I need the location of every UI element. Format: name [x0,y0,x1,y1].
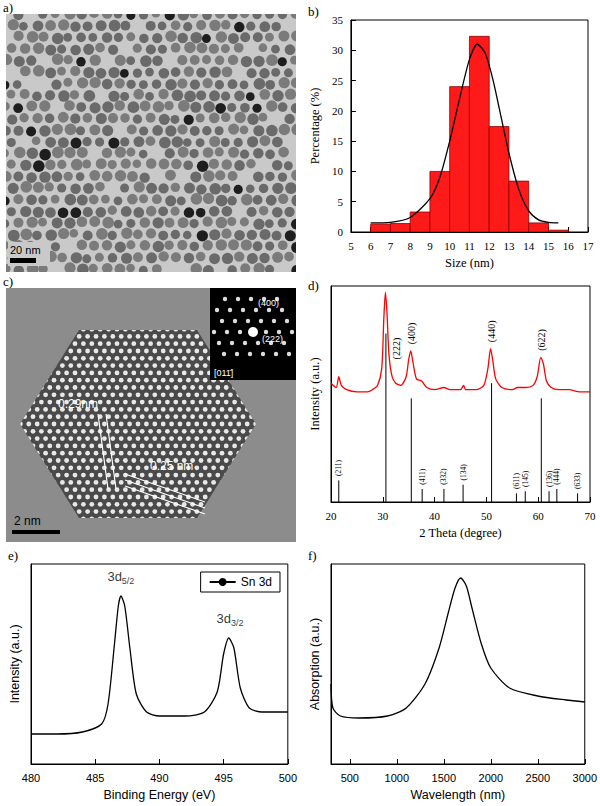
svg-text:17: 17 [583,240,595,252]
svg-text:0.25 nm: 0.25 nm [150,459,193,473]
svg-text:5/2: 5/2 [122,576,135,586]
svg-text:Binding Energy (eV): Binding Energy (eV) [103,788,215,802]
svg-text:Intensity (a.u.): Intensity (a.u.) [8,624,22,703]
svg-text:Size (nm): Size (nm) [445,256,494,270]
svg-text:11: 11 [464,240,475,252]
svg-text:3d: 3d [107,569,121,584]
svg-text:f): f) [308,548,317,563]
svg-text:20: 20 [332,105,344,117]
svg-text:(211): (211) [334,460,343,476]
svg-text:0.29nm: 0.29nm [58,397,98,411]
svg-text:2000: 2000 [479,772,503,784]
svg-text:(622): (622) [536,329,548,351]
svg-text:5: 5 [348,240,354,252]
svg-text:3d: 3d [217,611,231,626]
svg-text:20 nm: 20 nm [10,244,41,256]
svg-text:Wavelength (nm): Wavelength (nm) [411,788,506,802]
svg-text:16: 16 [563,240,575,252]
svg-text:Percentage (%): Percentage (%) [308,88,322,165]
svg-text:(444): (444) [552,468,561,485]
svg-text:20: 20 [326,510,338,522]
svg-text:60: 60 [533,510,545,522]
svg-text:1500: 1500 [432,772,456,784]
svg-text:(134): (134) [459,464,468,481]
svg-text:480: 480 [22,772,40,784]
svg-text:(222): (222) [262,334,283,344]
svg-text:Sn 3d: Sn 3d [241,575,272,589]
svg-text:(222): (222) [391,338,403,360]
svg-text:d): d) [308,278,319,293]
svg-text:2500: 2500 [526,772,550,784]
svg-text:b): b) [308,4,319,19]
svg-text:70: 70 [585,510,597,522]
svg-text:25: 25 [332,75,344,87]
svg-text:1000: 1000 [385,772,409,784]
svg-text:14: 14 [523,240,535,252]
svg-text:495: 495 [214,772,232,784]
svg-text:485: 485 [86,772,104,784]
svg-text:40: 40 [429,510,441,522]
svg-text:(136): (136) [544,470,554,487]
svg-text:3000: 3000 [573,772,597,784]
svg-text:2 Theta (degree): 2 Theta (degree) [419,526,501,540]
svg-text:10: 10 [444,240,456,252]
svg-text:0: 0 [337,226,343,238]
svg-text:(611): (611) [512,473,521,489]
svg-text:[011̄]: [011̄] [214,368,233,378]
svg-text:(400): (400) [258,298,279,308]
svg-text:(400): (400) [406,323,418,345]
svg-text:(332): (332) [439,468,448,485]
svg-text:5: 5 [337,196,343,208]
svg-text:9: 9 [427,240,433,252]
svg-text:a): a) [3,0,13,15]
svg-text:13: 13 [503,240,514,252]
svg-text:e): e) [8,548,18,563]
svg-text:Intensity (a.u.): Intensity (a.u.) [308,357,322,430]
svg-text:7: 7 [388,240,394,252]
svg-text:500: 500 [279,772,297,784]
svg-text:(145): (145) [521,470,530,487]
svg-text:10: 10 [332,165,344,177]
svg-text:15: 15 [543,240,555,252]
svg-text:c): c) [3,274,13,289]
svg-text:(633): (633) [573,472,582,489]
svg-text:Absorption (a.u.): Absorption (a.u.) [308,618,322,710]
svg-text:(440): (440) [486,320,498,342]
svg-text:500: 500 [341,772,359,784]
svg-text:50: 50 [481,510,493,522]
svg-text:15: 15 [332,135,344,147]
svg-text:12: 12 [484,240,495,252]
svg-text:30: 30 [332,44,344,56]
svg-text:490: 490 [150,772,168,784]
svg-text:(411): (411) [418,468,427,484]
svg-text:3/2: 3/2 [231,618,244,628]
svg-text:30: 30 [377,510,389,522]
svg-text:35: 35 [332,14,344,26]
svg-text:6: 6 [368,240,374,252]
svg-text:2 nm: 2 nm [14,514,41,528]
svg-text:8: 8 [407,240,413,252]
